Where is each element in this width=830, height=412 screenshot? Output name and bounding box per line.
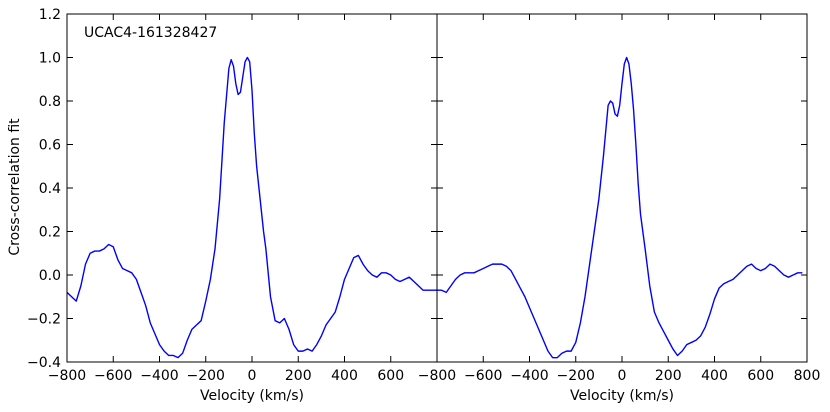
x-tick-label: 600	[377, 368, 404, 384]
series-line-panel-1	[67, 56, 437, 359]
x-tick-label: −200	[557, 368, 595, 384]
x-tick-label: −600	[464, 368, 502, 384]
y-tick-label: 0.6	[39, 138, 61, 154]
y-tick-label: 0.4	[39, 181, 61, 197]
right-panel: −800 −600 −400 −200 0 200 400 600 800 Velocity (k…	[418, 13, 821, 404]
star-id-annotation: UCAC4-161328427	[84, 25, 217, 41]
x-tick-label: 800	[794, 368, 821, 384]
y-tick-label: 0.0	[39, 268, 61, 284]
plot-frame	[436, 13, 808, 363]
plot-frame	[66, 13, 438, 363]
x-tick-label: 0	[248, 368, 257, 384]
y-tick-label: −0.2	[27, 312, 61, 328]
x-tick-label: 400	[701, 368, 728, 384]
x-tick-label: −800	[48, 368, 86, 384]
y-axis-label: Cross-correlation fit	[7, 118, 23, 256]
x-tick-label: −600	[94, 368, 132, 384]
y-tick-label: 1.2	[39, 7, 61, 23]
x-tick-label: −800	[418, 368, 456, 384]
left-panel: −800 −600 −400 −200 0 200 400 600 −0.4 −0.2 0.0 0.2…	[27, 7, 438, 404]
x-tick-label: 200	[655, 368, 682, 384]
series-line-panel-2	[437, 56, 803, 359]
x-tick-label: −400	[510, 368, 548, 384]
y-tick-label: 0.8	[39, 94, 61, 110]
x-tick-label: −200	[187, 368, 225, 384]
x-axis-label: Velocity (km/s)	[200, 388, 304, 404]
y-tick-label: 0.2	[39, 225, 61, 241]
x-tick-label: 200	[285, 368, 312, 384]
x-tick-label: −400	[140, 368, 178, 384]
y-tick-label: 1.0	[39, 51, 61, 67]
x-tick-label: 600	[747, 368, 774, 384]
x-axis-label: Velocity (km/s)	[570, 388, 674, 404]
x-tick-label: 400	[331, 368, 358, 384]
x-tick-label: 0	[618, 368, 627, 384]
y-tick-label: −0.4	[27, 355, 61, 371]
